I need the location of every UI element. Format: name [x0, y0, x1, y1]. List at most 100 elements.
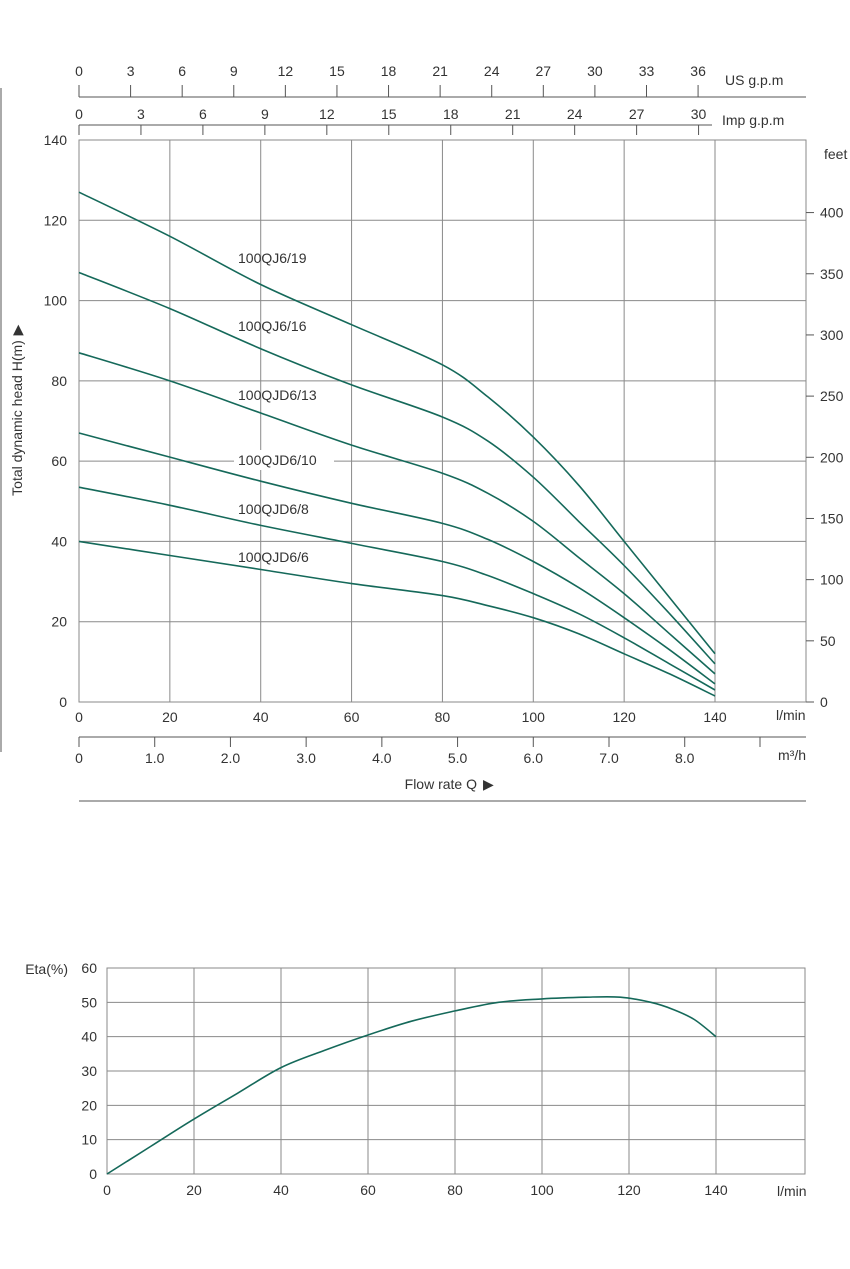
us-gpm-tick-label: 0 — [75, 63, 83, 79]
flow-tick-label: 40 — [253, 709, 269, 725]
imp-gpm-tick-label: 6 — [199, 106, 207, 122]
m3h-tick-label: 7.0 — [599, 750, 619, 766]
imp-gpm-tick-label: 30 — [691, 106, 707, 122]
head-tick-label: 60 — [51, 453, 67, 469]
feet-tick-label: 400 — [820, 205, 844, 221]
flow-tick-label: 80 — [435, 709, 451, 725]
flow-axis-title: Flow rate Q — [405, 776, 477, 792]
feet-tick-label: 250 — [820, 388, 844, 404]
us-gpm-tick-label: 18 — [381, 63, 397, 79]
head-axis-arrow-icon: ▶ — [9, 324, 25, 335]
head-tick-label: 120 — [44, 212, 68, 228]
head-chart-series-labels: 100QJ6/19 100QJ6/16 100QJD6/13 100QJD6/10 10… — [234, 250, 334, 565]
series-label: 100QJD6/10 — [238, 452, 317, 468]
eta-flow-tick-label: 120 — [617, 1182, 641, 1198]
efficiency-axis-title: Eta(%) — [25, 961, 68, 977]
feet-tick-label: 350 — [820, 266, 844, 282]
m3h-tick-label: 3.0 — [296, 750, 316, 766]
series-label: 100QJD6/13 — [238, 387, 317, 403]
eta-flow-tick-label: 0 — [103, 1182, 111, 1198]
imp-gpm-tick-label: 27 — [629, 106, 645, 122]
efficiency-chart-ticks: 0 20 40 60 80 100 120 140 l/min 0 10 20 30 40 50 60 — [81, 960, 806, 1199]
series-label: 100QJD6/6 — [238, 549, 309, 565]
m3h-tick-label: 1.0 — [145, 750, 165, 766]
series-label-backdrop — [234, 450, 334, 470]
feet-tick-label: 0 — [820, 694, 828, 710]
m3h-tick-label: 6.0 — [524, 750, 544, 766]
feet-tick-label: 200 — [820, 449, 844, 465]
efficiency-chart-grid — [107, 968, 805, 1174]
us-gpm-tick-label: 21 — [432, 63, 448, 79]
feet-tick-label: 100 — [820, 572, 844, 588]
series-label: 100QJ6/16 — [238, 318, 307, 334]
us-gpm-tick-label: 9 — [230, 63, 238, 79]
flow-tick-label: 100 — [522, 709, 546, 725]
efficiency-curve — [106, 995, 717, 1175]
head-curve-100qjd6-10 — [78, 432, 716, 685]
eta-flow-tick-label: 40 — [273, 1182, 289, 1198]
eta-flow-tick-label: 80 — [447, 1182, 463, 1198]
flow-axis-arrow-icon: ▶ — [483, 776, 494, 792]
imp-gpm-tick-label: 15 — [381, 106, 397, 122]
imp-gpm-tick-label: 12 — [319, 106, 335, 122]
flow-tick-label: 120 — [612, 709, 636, 725]
head-curve-100qjd6-8 — [78, 486, 716, 691]
head-axis-title: Total dynamic head H(m) — [9, 340, 25, 496]
head-tick-label: 140 — [44, 132, 68, 148]
eta-flow-tick-label: 60 — [360, 1182, 376, 1198]
flow-tick-label: 140 — [703, 709, 727, 725]
imp-gpm-tick-label: 21 — [505, 106, 521, 122]
head-chart-grid — [79, 140, 806, 702]
m3h-tick-label: 2.0 — [221, 750, 241, 766]
m3h-unit-label: m³/h — [778, 747, 806, 763]
head-curve-100qjd6-13 — [78, 352, 716, 675]
eta-flow-unit-label: l/min — [777, 1183, 807, 1199]
eta-tick-label: 20 — [81, 1097, 97, 1113]
head-curve-100qjd6-6 — [78, 540, 716, 697]
head-tick-label: 40 — [51, 533, 67, 549]
eta-tick-label: 10 — [81, 1132, 97, 1148]
us-gpm-tick-label: 36 — [690, 63, 706, 79]
imp-gpm-tick-label: 3 — [137, 106, 145, 122]
us-gpm-tick-label: 3 — [127, 63, 135, 79]
head-tick-label: 0 — [59, 694, 67, 710]
head-tick-label: 20 — [51, 614, 67, 630]
feet-tick-label: 300 — [820, 327, 844, 343]
m3h-tick-label: 5.0 — [448, 750, 468, 766]
eta-tick-label: 40 — [81, 1029, 97, 1045]
imp-gpm-tick-label: 24 — [567, 106, 583, 122]
us-gpm-tick-label: 12 — [278, 63, 294, 79]
head-curve-100qj6-19 — [78, 191, 716, 655]
eta-tick-label: 0 — [89, 1166, 97, 1182]
flow-tick-label: 20 — [162, 709, 178, 725]
feet-unit-label: feet — [824, 146, 847, 162]
head-chart-frame — [78, 139, 807, 703]
eta-tick-label: 30 — [81, 1063, 97, 1079]
head-tick-label: 80 — [51, 373, 67, 389]
efficiency-chart-frame — [106, 967, 806, 1175]
us-gpm-tick-label: 30 — [587, 63, 603, 79]
imp-gpm-unit-label: Imp g.p.m — [722, 112, 784, 128]
efficiency-chart: 0 20 40 60 80 100 120 140 l/min 0 10 20 30 40 50 60 Eta… — [25, 960, 806, 1199]
m3h-tick-label: 0 — [75, 750, 83, 766]
head-tick-label: 100 — [44, 293, 68, 309]
eta-flow-tick-label: 140 — [704, 1182, 728, 1198]
imp-gpm-tick-label: 0 — [75, 106, 83, 122]
imp-gpm-tick-label: 9 — [261, 106, 269, 122]
us-gpm-tick-label: 6 — [178, 63, 186, 79]
imp-gpm-tick-label: 18 — [443, 106, 459, 122]
flow-unit-label: l/min — [776, 707, 806, 723]
head-curve-100qj6-16 — [78, 271, 716, 665]
us-gpm-tick-label: 33 — [639, 63, 655, 79]
m3h-tick-label: 4.0 — [372, 750, 392, 766]
eta-tick-label: 50 — [81, 994, 97, 1010]
us-gpm-unit-label: US g.p.m — [725, 72, 783, 88]
eta-tick-label: 60 — [81, 960, 97, 976]
us-gpm-tick-label: 27 — [536, 63, 552, 79]
m3h-tick-label: 8.0 — [675, 750, 695, 766]
eta-flow-tick-label: 20 — [186, 1182, 202, 1198]
feet-tick-label: 50 — [820, 633, 836, 649]
eta-flow-tick-label: 100 — [530, 1182, 554, 1198]
us-gpm-tick-label: 15 — [329, 63, 345, 79]
